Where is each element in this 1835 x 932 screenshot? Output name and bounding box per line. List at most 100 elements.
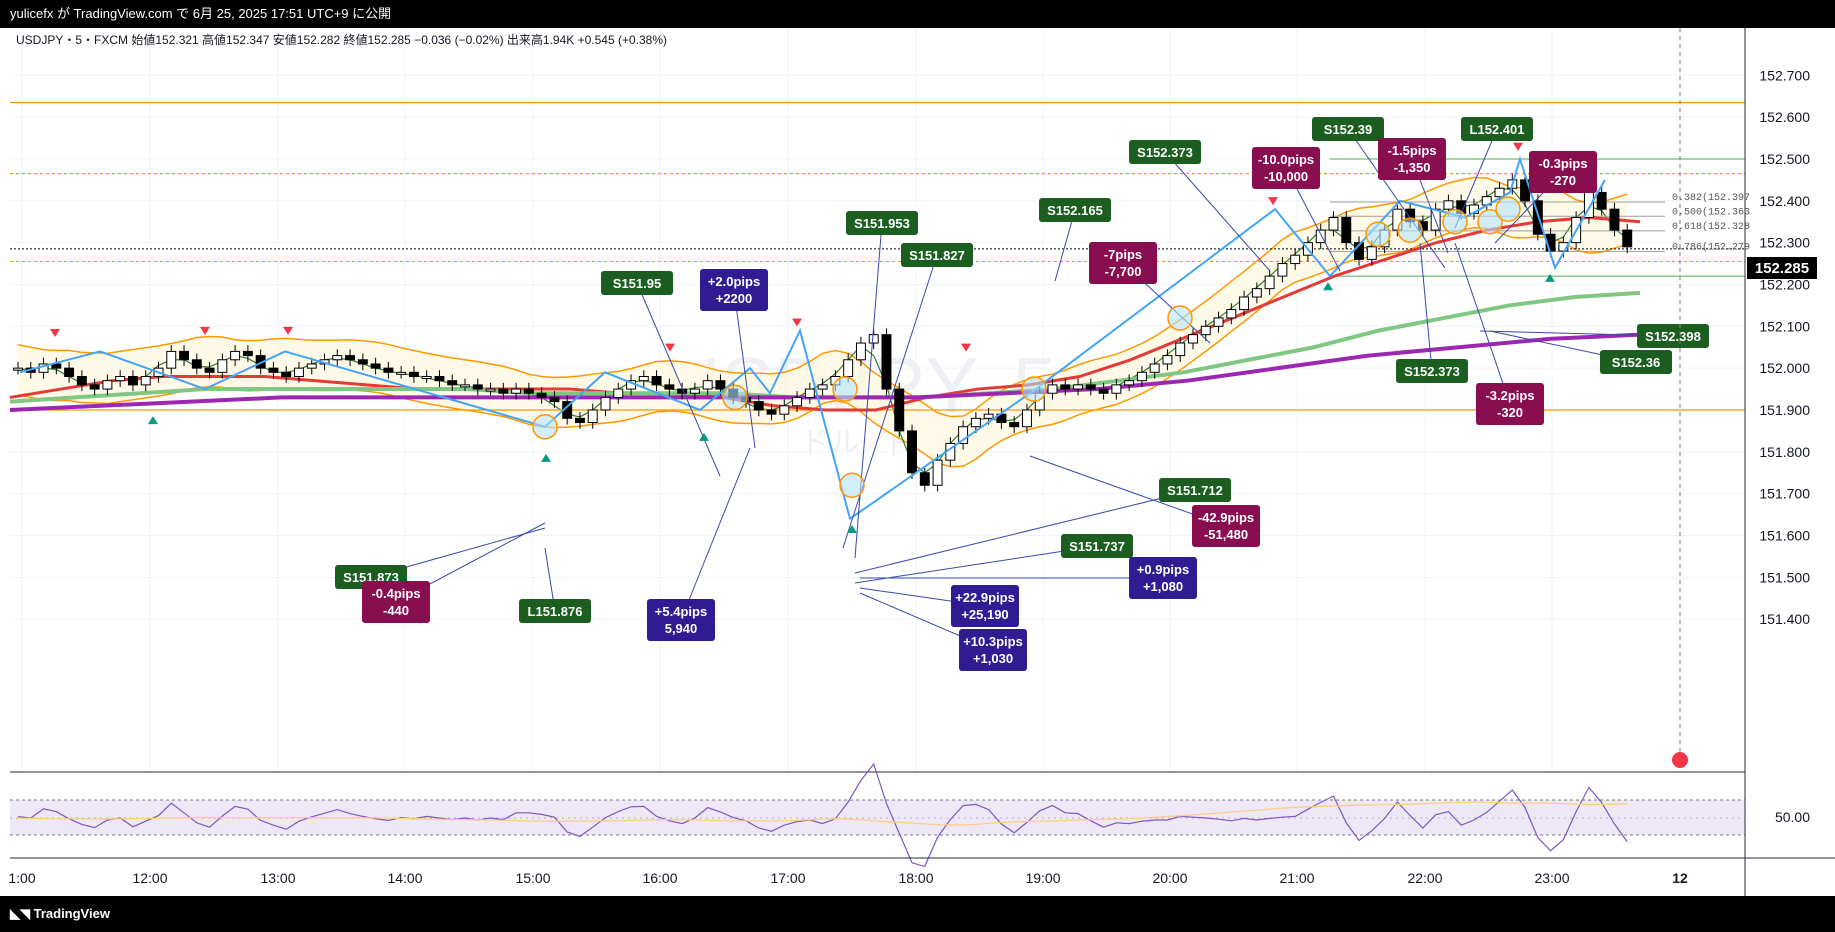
entry-circle: [839, 472, 865, 499]
trade-tags[interactable]: S151.95 +2.0pips +2200 S151.953 S151.827 S152…: [335, 117, 1709, 671]
trade-tag-label: S152.373: [1137, 145, 1193, 160]
candle-body: [1060, 384, 1071, 390]
brand-text: TradingView: [33, 906, 110, 921]
candle-body: [345, 355, 356, 361]
time-tick: 21:00: [1279, 870, 1314, 886]
fib-label: 0.618(152.328: [1672, 221, 1750, 233]
sell-marker: [792, 318, 802, 327]
price-axis[interactable]: 152.700 152.600 152.500 152.400 152.300 152.2…: [1759, 67, 1810, 627]
trade-tag[interactable]: [647, 599, 715, 641]
candle-body: [383, 367, 394, 373]
price-tick: 151.800: [1759, 444, 1810, 460]
trade-tag-label: +10.3pips: [963, 634, 1023, 649]
candle-body: [511, 388, 522, 394]
time-tick: 20:00: [1152, 870, 1187, 886]
trade-tag[interactable]: [1061, 534, 1133, 558]
candle-body: [894, 388, 905, 432]
bb-upper: [17, 176, 1628, 418]
trade-tag[interactable]: [1192, 505, 1260, 547]
trade-tag[interactable]: [1461, 117, 1533, 141]
trade-tag-label: L152.401: [1470, 122, 1525, 137]
trade-tag[interactable]: [1039, 198, 1111, 222]
candle-body: [1085, 384, 1096, 390]
price-tick: 152.400: [1759, 193, 1810, 209]
candle-body: [1290, 254, 1301, 265]
last-price-label: [1747, 257, 1817, 279]
trade-tag[interactable]: [1476, 383, 1544, 425]
trade-tag[interactable]: [951, 585, 1019, 627]
candle-body: [447, 380, 458, 386]
trade-tag-label: -10.0pips: [1258, 152, 1314, 167]
entry-circle: [1477, 208, 1503, 235]
trade-tag[interactable]: [1529, 151, 1597, 193]
trade-tag-label: -0.4pips: [371, 586, 420, 601]
candle-body: [1175, 342, 1186, 357]
trade-tag[interactable]: [1396, 359, 1468, 383]
trade-tag[interactable]: [1312, 117, 1384, 141]
trade-tag[interactable]: [700, 269, 768, 311]
trade-tag-label: -0.3pips: [1538, 156, 1587, 171]
candle-body: [1188, 334, 1198, 344]
buy-marker: [847, 524, 857, 533]
price-tick: 152.100: [1759, 318, 1810, 334]
time-tick: 12:00: [132, 870, 167, 886]
candle-body: [779, 405, 790, 415]
trade-tag[interactable]: [519, 599, 591, 623]
candle-body: [1098, 388, 1109, 394]
symbol-legend: USDJPY・5・FXCM 始値152.321 高値152.347 安値152.…: [16, 32, 667, 47]
trade-tag-value: +1,080: [1143, 579, 1183, 594]
time-axis[interactable]: 1:00 12:00 13:00 14:00 15:00 16:00 17:00 18:00 1…: [8, 870, 1688, 886]
candle-body: [843, 359, 854, 378]
candle-body: [1596, 191, 1607, 210]
chart-frame[interactable]: USDJPY, 5ドル／円 0.382(152.3970.500(152.363…: [0, 28, 1835, 896]
trade-tag[interactable]: [846, 211, 918, 235]
candle-body: [217, 359, 228, 373]
candle-body: [753, 401, 764, 411]
trade-tag[interactable]: [1089, 242, 1157, 284]
candle-body: [127, 376, 138, 386]
buy-marker: [699, 432, 709, 441]
trade-tag[interactable]: [362, 581, 430, 623]
signal-markers: [50, 142, 1555, 533]
candle-body: [268, 367, 279, 373]
trade-tag[interactable]: [1129, 140, 1201, 164]
trade-tag[interactable]: [1159, 478, 1231, 502]
time-tick: 17:00: [770, 870, 805, 886]
entry-circle: [1397, 217, 1423, 243]
candle-body: [1622, 229, 1633, 248]
rsi-axis-label: 50.00: [1775, 809, 1810, 825]
candle-body: [855, 342, 866, 361]
candle-body: [434, 376, 445, 382]
trade-tag[interactable]: [901, 243, 973, 267]
trade-tag[interactable]: [1637, 324, 1709, 348]
entry-circle: [1167, 305, 1193, 331]
candle-body: [396, 371, 407, 375]
time-tick: 16:00: [642, 870, 677, 886]
entry-circle: [722, 384, 748, 411]
candle-body: [1124, 380, 1135, 386]
candle-body: [651, 376, 662, 386]
price-tick: 152.300: [1759, 235, 1810, 251]
time-tick: 14:00: [387, 870, 422, 886]
price-tick: 152.700: [1759, 67, 1810, 83]
candle-body: [574, 417, 585, 424]
trade-tag-value: -320: [1497, 405, 1523, 420]
candle-body: [1200, 325, 1211, 336]
trade-tag-value: -51,480: [1204, 527, 1248, 542]
entry-circle: [832, 376, 858, 402]
fib-retracement[interactable]: 0.382(152.397 0.500(152.363 0.618(152.328 0…: [1330, 192, 1750, 253]
trade-tag[interactable]: [1252, 147, 1320, 189]
candle-body: [766, 409, 777, 415]
trade-tag[interactable]: [1129, 557, 1197, 599]
candle-body: [76, 376, 87, 386]
us-flag-icon[interactable]: [1672, 752, 1688, 768]
rsi-line: [17, 762, 1628, 868]
trade-tag[interactable]: [1378, 138, 1446, 180]
candle-body: [792, 396, 803, 407]
trade-tag[interactable]: [959, 629, 1027, 671]
candle-body: [587, 409, 598, 424]
trade-tag[interactable]: [1600, 350, 1672, 374]
trade-tag[interactable]: [601, 271, 673, 295]
tag-connector: [1164, 151, 1271, 272]
chart-canvas[interactable]: USDJPY, 5ドル／円 0.382(152.3970.500(152.363…: [0, 28, 1835, 896]
